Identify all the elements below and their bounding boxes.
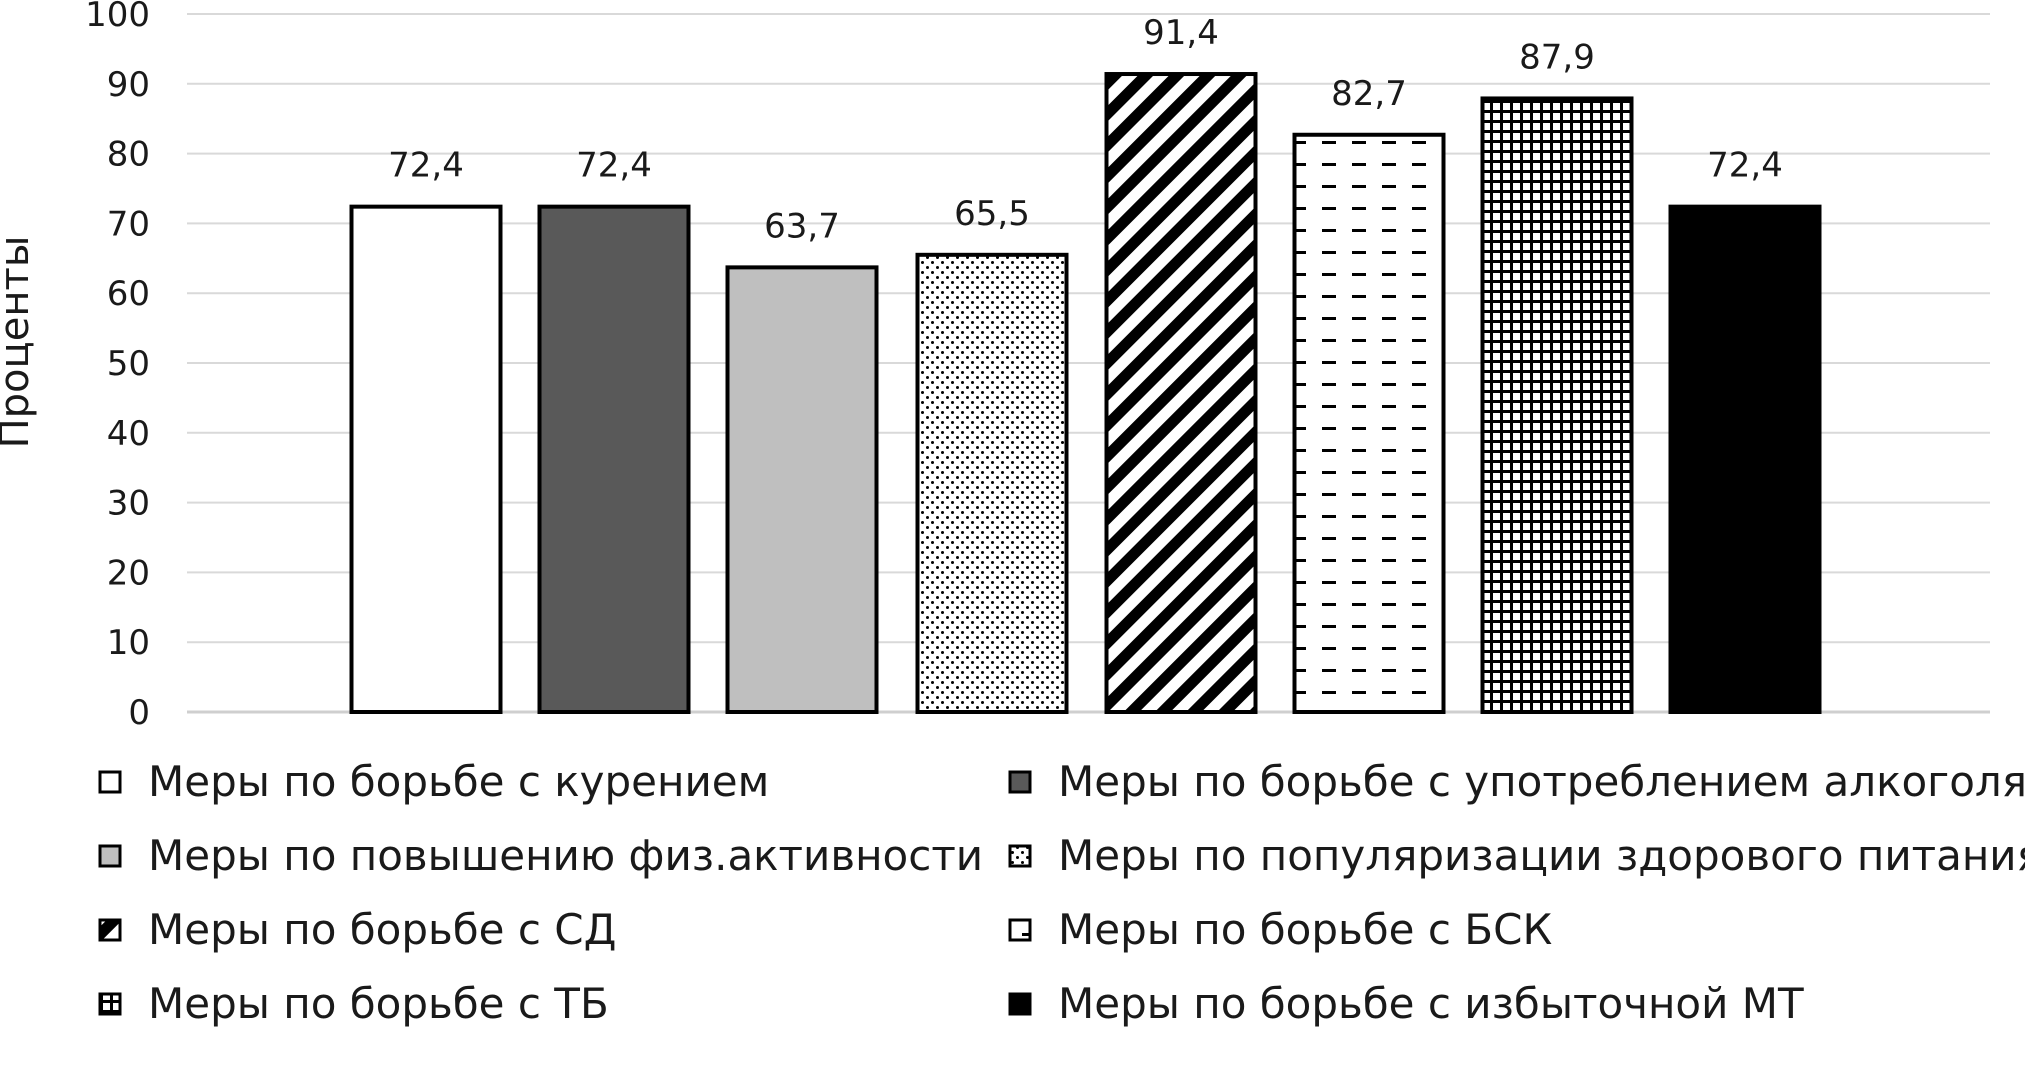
legend-label: Меры по борьбе с избыточной МТ [1058, 979, 1804, 1028]
data-label: 72,4 [388, 146, 464, 186]
data-labels: 72,4 72,4 63,7 65,5 91,4 82,7 87,9 72,4 [388, 13, 1783, 246]
bar [1292, 132, 1446, 714]
y-tick-label: 100 [85, 0, 150, 35]
bar [1668, 204, 1822, 714]
y-tick-label: 0 [128, 693, 150, 733]
y-tick-label: 80 [107, 135, 150, 175]
legend-swatch [1008, 770, 1032, 794]
data-label: 87,9 [1519, 37, 1595, 77]
data-label: 72,4 [1707, 146, 1783, 186]
legend-swatch [98, 918, 122, 942]
legend-label: Меры по борьбе с СД [148, 905, 616, 954]
legend: Меры по борьбе с курением Меры по борьбе … [98, 757, 2025, 1028]
data-label: 72,4 [576, 146, 652, 186]
bar [537, 204, 691, 714]
legend-label: Меры по борьбе с БСК [1058, 905, 1552, 954]
y-tick-label: 40 [107, 414, 150, 454]
y-tick-label: 90 [107, 65, 150, 105]
y-tick-label: 30 [107, 484, 150, 524]
legend-item: Меры по борьбе с СД [98, 905, 616, 954]
y-tick-label: 10 [107, 623, 150, 663]
y-tick-label: 50 [107, 344, 150, 384]
legend-item: Меры по борьбе с ТБ [98, 979, 609, 1028]
legend-swatch [1008, 992, 1032, 1016]
legend-item: Меры по борьбе с употреблением алкоголя [1008, 757, 2025, 806]
bar [1480, 96, 1634, 714]
bars [349, 72, 1822, 714]
legend-label: Меры по популяризации здорового питания [1058, 831, 2025, 880]
y-axis-ticks: 0 10 20 30 40 50 60 70 80 90 100 [85, 0, 150, 733]
data-label: 63,7 [764, 206, 840, 246]
y-tick-label: 60 [107, 274, 150, 314]
legend-swatch [98, 992, 122, 1016]
bar [349, 204, 503, 714]
y-tick-label: 20 [107, 553, 150, 593]
legend-label: Меры по борьбе с употреблением алкоголя [1058, 757, 2025, 806]
legend-label: Меры по повышению физ.активности [148, 831, 983, 880]
legend-swatch [98, 844, 122, 868]
legend-item: Меры по популяризации здорового питания [1008, 831, 2025, 880]
data-label: 91,4 [1143, 13, 1219, 53]
legend-swatch [1008, 844, 1032, 868]
legend-label: Меры по борьбе с ТБ [148, 979, 609, 1028]
bar [915, 252, 1069, 714]
legend-item: Меры по борьбе с БСК [1008, 905, 1552, 954]
legend-item: Меры по повышению физ.активности [98, 831, 983, 880]
y-tick-label: 70 [107, 204, 150, 244]
bar [725, 265, 879, 714]
y-axis-title: Проценты [0, 236, 38, 449]
data-label: 65,5 [954, 194, 1030, 234]
legend-swatch [1008, 918, 1032, 942]
legend-item: Меры по борьбе с избыточной МТ [1008, 979, 1804, 1028]
legend-swatch [98, 770, 122, 794]
bar [1104, 72, 1258, 714]
legend-label: Меры по борьбе с курением [148, 757, 769, 806]
data-label: 82,7 [1331, 74, 1407, 114]
legend-item: Меры по борьбе с курением [98, 757, 769, 806]
